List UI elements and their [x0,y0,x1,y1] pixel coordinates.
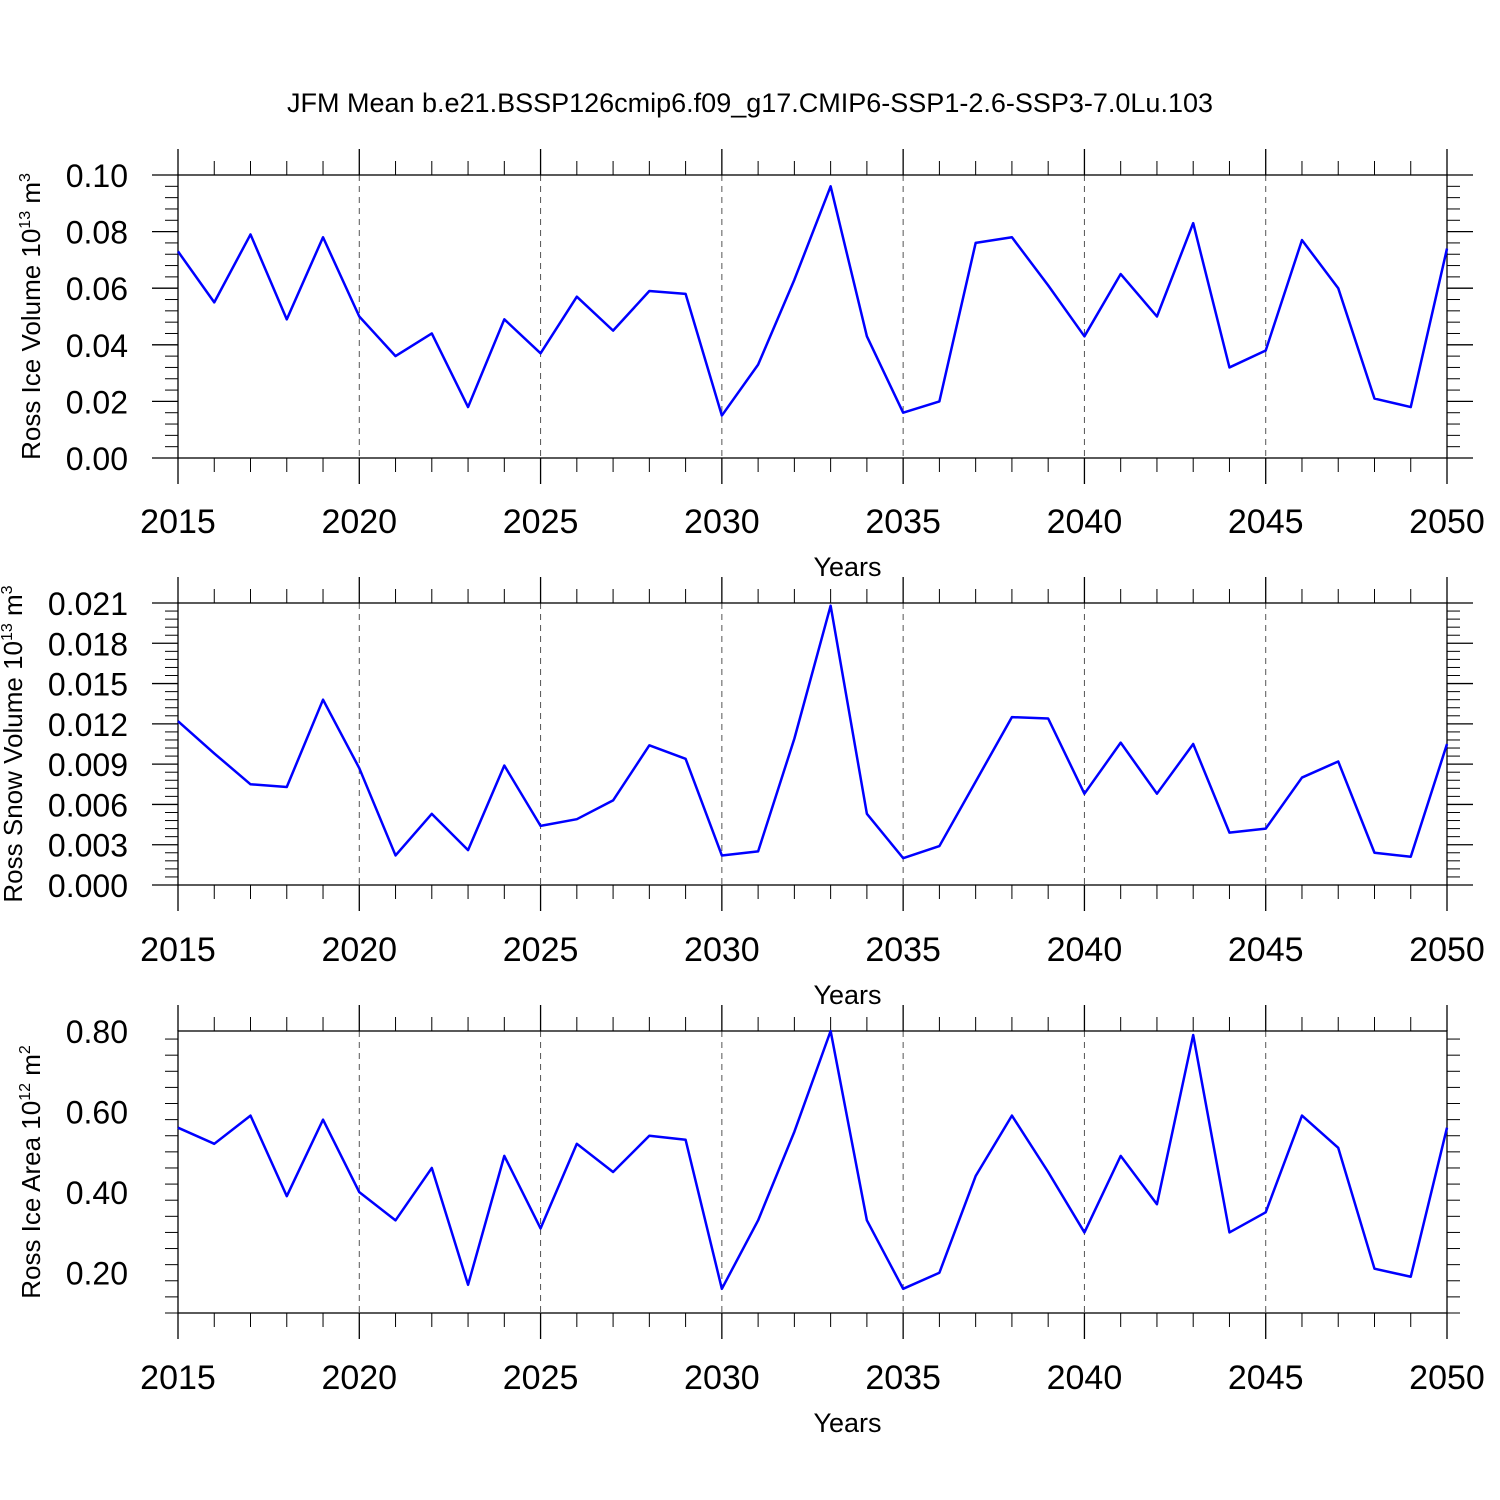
plot-frame [177,602,1448,886]
x-axis-label: Years [813,1408,881,1438]
y-tick-label: 0.02 [66,384,128,420]
y-tick-label: 0.000 [48,868,128,904]
y-tick-label: 0.00 [66,441,128,477]
y-tick-label: 0.60 [66,1095,128,1131]
x-tick-label: 2035 [865,503,941,541]
x-tick-label: 2020 [321,931,397,969]
x-tick-label: 2035 [865,931,941,969]
y-tick-label: 0.06 [66,271,128,307]
chart-panel-2: 2015 2020 2025 2030 2035 2040 2045 2050 0.000 0.0… [0,577,1485,1010]
x-tick-label: 2045 [1228,503,1304,541]
x-tick-label: 2020 [321,503,397,541]
x-tick-label: 2025 [503,503,579,541]
chart-panel-3: 2015 2020 2025 2030 2035 2040 2045 2050 0.20 0.40… [16,1005,1485,1438]
x-tick-label: 2040 [1047,931,1123,969]
chart-panel-1: 2015 2020 2025 2030 2035 2040 2045 2050 0.00 0.02… [16,149,1485,582]
y-axis-label: Ross Snow Volume 1013 m3 [0,585,28,902]
x-axis-label: Years [813,552,881,582]
panels: 2015 2020 2025 2030 2035 2040 2045 2050 0.00 0.02… [0,149,1485,1438]
y-tick-label: 0.20 [66,1256,128,1292]
plot-frame [177,174,1448,459]
y-tick-label: 0.003 [48,828,128,864]
x-tick-label: 2030 [684,503,760,541]
figure-title: JFM Mean b.e21.BSSP126cmip6.f09_g17.CMIP… [287,88,1213,118]
y-tick-label: 0.40 [66,1175,128,1211]
y-tick-label: 0.015 [48,667,128,703]
x-tick-label: 2050 [1409,503,1485,541]
x-tick-label: 2020 [321,1359,397,1397]
y-axis-label: Ross Ice Volume 1013 m3 [16,173,46,460]
y-tick-label: 0.018 [48,626,128,662]
x-tick-label: 2030 [684,931,760,969]
y-tick-label: 0.021 [48,586,128,622]
x-tick-label: 2025 [503,931,579,969]
y-tick-label: 0.006 [48,787,128,823]
y-tick-label: 0.80 [66,1014,128,1050]
x-tick-label: 2050 [1409,931,1485,969]
x-tick-label: 2030 [684,1359,760,1397]
x-tick-label: 2040 [1047,1359,1123,1397]
y-axis-label: Ross Ice Area 1012 m2 [16,1045,46,1299]
x-tick-label: 2035 [865,1359,941,1397]
x-tick-label: 2050 [1409,1359,1485,1397]
x-tick-label: 2015 [140,931,216,969]
x-tick-label: 2015 [140,503,216,541]
y-tick-label: 0.08 [66,215,128,251]
y-tick-label: 0.10 [66,158,128,194]
series-line [176,185,1449,417]
y-tick-label: 0.009 [48,747,128,783]
y-tick-label: 0.012 [48,707,128,743]
x-tick-label: 2040 [1047,503,1123,541]
x-tick-label: 2045 [1228,931,1304,969]
x-tick-label: 2025 [503,1359,579,1397]
x-tick-label: 2015 [140,1359,216,1397]
series-line [177,604,1449,860]
plot-frame [177,1030,1448,1314]
series-line [177,1029,1449,1291]
x-tick-label: 2045 [1228,1359,1304,1397]
x-axis-label: Years [813,980,881,1010]
y-tick-label: 0.04 [66,328,128,364]
